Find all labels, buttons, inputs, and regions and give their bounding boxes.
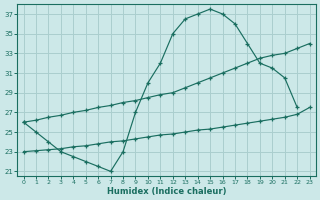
X-axis label: Humidex (Indice chaleur): Humidex (Indice chaleur) [107, 187, 226, 196]
